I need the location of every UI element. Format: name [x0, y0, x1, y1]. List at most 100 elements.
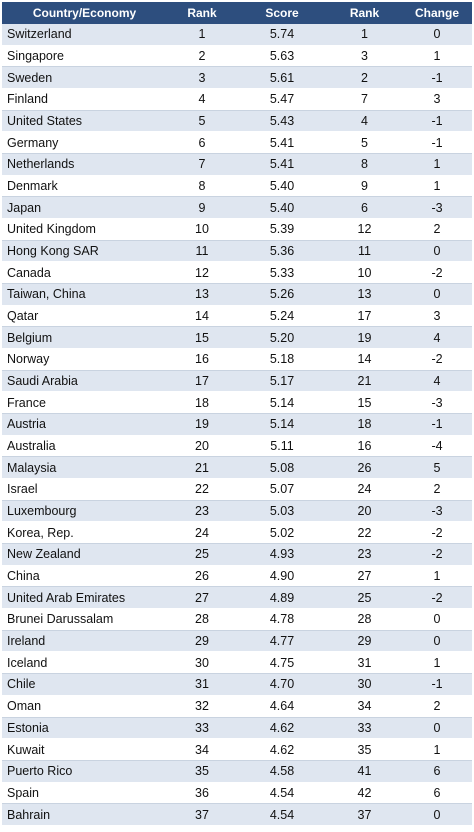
score-cell: 4.54: [237, 782, 327, 805]
previous-rank-cell: 6: [327, 196, 402, 220]
change-cell: 3: [402, 305, 472, 328]
table-row: Luxembourg 23 5.03 20 -3: [2, 500, 472, 523]
table-row: Saudi Arabia 17 5.17 21 4: [2, 370, 472, 393]
country-cell: Belgium: [2, 326, 167, 350]
previous-rank-cell: 2: [327, 66, 402, 90]
score-cell: 5.43: [237, 110, 327, 133]
rank-cell: 11: [167, 240, 237, 263]
previous-rank-cell: 15: [327, 391, 402, 415]
change-cell: -1: [402, 66, 472, 90]
previous-rank-cell: 37: [327, 803, 402, 826]
country-cell: Hong Kong SAR: [2, 240, 167, 263]
table-row: United Kingdom 10 5.39 12 2: [2, 218, 472, 241]
score-cell: 5.03: [237, 500, 327, 523]
rank-cell: 27: [167, 586, 237, 610]
rank-cell: 33: [167, 717, 237, 740]
previous-rank-cell: 35: [327, 738, 402, 761]
score-cell: 5.02: [237, 521, 327, 545]
score-cell: 4.77: [237, 630, 327, 653]
header-rank: Rank: [167, 2, 237, 24]
country-cell: France: [2, 391, 167, 415]
country-cell: United Kingdom: [2, 218, 167, 241]
change-cell: 0: [402, 630, 472, 653]
change-cell: -2: [402, 521, 472, 545]
table-row: Australia 20 5.11 16 -4: [2, 435, 472, 458]
rank-cell: 21: [167, 456, 237, 480]
table-row: France 18 5.14 15 -3: [2, 391, 472, 415]
table-row: Israel 22 5.07 24 2: [2, 478, 472, 501]
change-cell: -2: [402, 586, 472, 610]
change-cell: 2: [402, 478, 472, 501]
country-cell: Taiwan, China: [2, 283, 167, 306]
change-cell: 0: [402, 240, 472, 263]
score-cell: 5.40: [237, 196, 327, 220]
table-row: Singapore 2 5.63 3 1: [2, 45, 472, 68]
change-cell: -1: [402, 131, 472, 155]
country-cell: Ireland: [2, 630, 167, 653]
score-cell: 5.61: [237, 66, 327, 90]
change-cell: -2: [402, 261, 472, 285]
change-cell: -3: [402, 196, 472, 220]
rank-cell: 15: [167, 326, 237, 350]
score-cell: 5.41: [237, 153, 327, 176]
change-cell: 1: [402, 651, 472, 675]
rank-cell: 29: [167, 630, 237, 653]
previous-rank-cell: 4: [327, 110, 402, 133]
table-row: Germany 6 5.41 5 -1: [2, 131, 472, 155]
table-row: Spain 36 4.54 42 6: [2, 782, 472, 805]
table-row: Norway 16 5.18 14 -2: [2, 348, 472, 371]
previous-rank-cell: 21: [327, 370, 402, 393]
change-cell: 0: [402, 803, 472, 826]
rank-cell: 5: [167, 110, 237, 133]
table-row: Ireland 29 4.77 29 0: [2, 630, 472, 653]
rank-cell: 20: [167, 435, 237, 458]
table-body: Switzerland 1 5.74 1 0 Singapore 2 5.63 3 1 Sweden…: [2, 24, 472, 826]
table-row: Iceland 30 4.75 31 1: [2, 651, 472, 675]
change-cell: 6: [402, 760, 472, 783]
table-row: Korea, Rep. 24 5.02 22 -2: [2, 521, 472, 545]
score-cell: 4.54: [237, 803, 327, 826]
change-cell: 1: [402, 738, 472, 761]
country-cell: Bahrain: [2, 803, 167, 826]
rank-cell: 8: [167, 175, 237, 198]
table-row: Hong Kong SAR 11 5.36 11 0: [2, 240, 472, 263]
rank-cell: 23: [167, 500, 237, 523]
score-cell: 5.08: [237, 456, 327, 480]
country-cell: United States: [2, 110, 167, 133]
country-cell: Singapore: [2, 45, 167, 68]
rank-cell: 3: [167, 66, 237, 90]
rank-cell: 12: [167, 261, 237, 285]
country-cell: Spain: [2, 782, 167, 805]
country-cell: Korea, Rep.: [2, 521, 167, 545]
table-row: Netherlands 7 5.41 8 1: [2, 153, 472, 176]
previous-rank-cell: 5: [327, 131, 402, 155]
change-cell: 4: [402, 370, 472, 393]
country-cell: Kuwait: [2, 738, 167, 761]
change-cell: -4: [402, 435, 472, 458]
rank-cell: 1: [167, 24, 237, 46]
score-cell: 5.41: [237, 131, 327, 155]
country-cell: Switzerland: [2, 24, 167, 46]
rank-cell: 30: [167, 651, 237, 675]
previous-rank-cell: 20: [327, 500, 402, 523]
previous-rank-cell: 10: [327, 261, 402, 285]
previous-rank-cell: 26: [327, 456, 402, 480]
table-row: Brunei Darussalam 28 4.78 28 0: [2, 608, 472, 631]
rank-cell: 22: [167, 478, 237, 501]
rank-cell: 31: [167, 673, 237, 696]
previous-rank-cell: 22: [327, 521, 402, 545]
score-cell: 4.89: [237, 586, 327, 610]
previous-rank-cell: 25: [327, 586, 402, 610]
score-cell: 5.47: [237, 88, 327, 111]
change-cell: 0: [402, 24, 472, 46]
rank-cell: 19: [167, 413, 237, 436]
previous-rank-cell: 12: [327, 218, 402, 241]
header-row: Country/Economy Rank Score Rank Change: [2, 2, 472, 24]
rank-cell: 13: [167, 283, 237, 306]
score-cell: 5.36: [237, 240, 327, 263]
rank-cell: 2: [167, 45, 237, 68]
country-cell: Luxembourg: [2, 500, 167, 523]
table-row: Canada 12 5.33 10 -2: [2, 261, 472, 285]
previous-rank-cell: 23: [327, 543, 402, 566]
